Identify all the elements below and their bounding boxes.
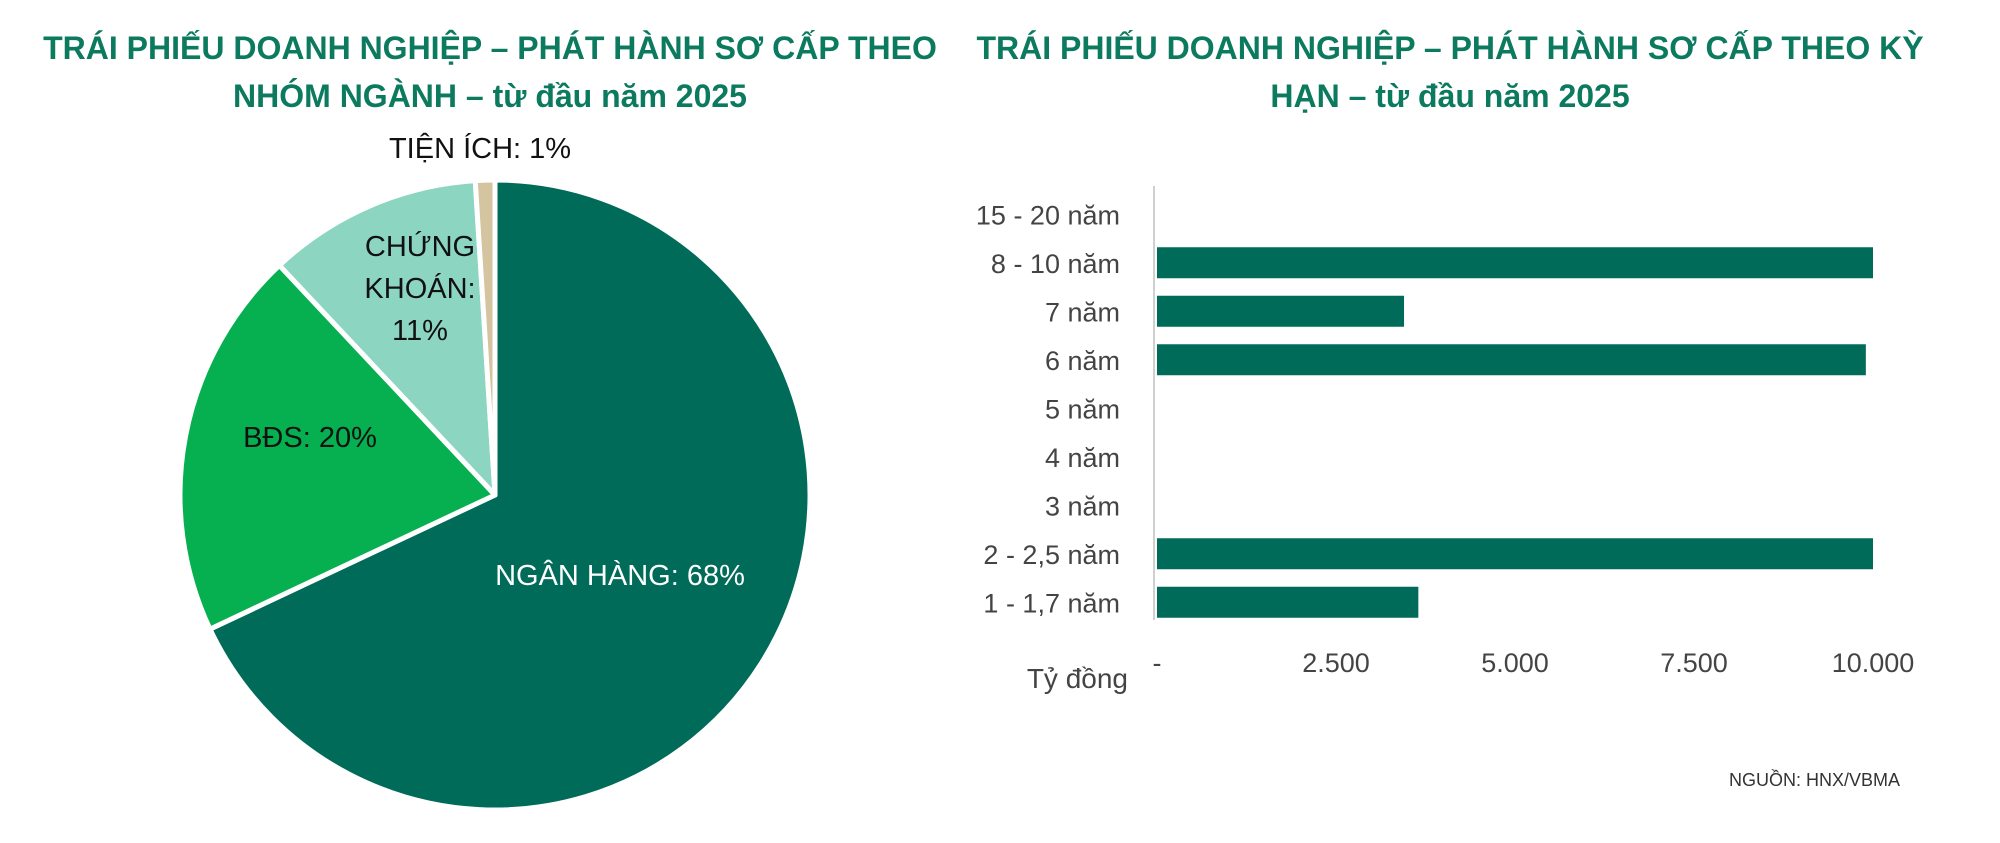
bar-6-n-m: [1157, 344, 1866, 376]
category-label-4-n-m: 4 năm: [1045, 443, 1120, 473]
x-axis-label: Tỷ đồng: [1027, 663, 1128, 694]
category-label-2-2-5-n-m: 2 - 2,5 năm: [983, 540, 1120, 570]
category-label-1-1-7-n-m: 1 - 1,7 năm: [983, 588, 1120, 618]
pie-chart-title: TRÁI PHIẾU DOANH NGHIỆP – PHÁT HÀNH SƠ C…: [43, 30, 937, 114]
pie-slice-ti-n-ch: [472, 177, 498, 498]
category-label-6-n-m: 6 năm: [1045, 346, 1120, 376]
pie-label-ng-n-h-ng: NGÂN HÀNG: 68%: [495, 559, 745, 592]
source-note: NGUỒN: HNX/VBMA: [1728, 770, 1900, 790]
bar-1-1-7-n-m: [1157, 586, 1419, 618]
bar-chart-title: TRÁI PHIẾU DOANH NGHIỆP – PHÁT HÀNH SƠ C…: [976, 30, 1924, 114]
bar-2-2-5-n-m: [1157, 538, 1873, 570]
x-tick-label: 5.000: [1481, 648, 1549, 678]
x-tick-label: 10.000: [1832, 648, 1915, 678]
x-tick-label: 2.500: [1302, 648, 1370, 678]
pie-label-ti-n-ch: TIỆN ÍCH: 1%: [389, 132, 571, 165]
bar-8-10-n-m: [1157, 247, 1873, 279]
category-label-5-n-m: 5 năm: [1045, 394, 1120, 424]
x-tick-label: -: [1153, 648, 1162, 678]
pie-slice-ch-ng-kho-n: [276, 178, 498, 498]
pie-label-ch-ng-kho-n: CHỨNG KHOÁN: 11%: [364, 230, 475, 347]
pie-slice-ng-n-h-ng: [207, 177, 813, 813]
bar-7-n-m: [1157, 295, 1405, 327]
pie-label-b-s: BĐS: 20%: [243, 422, 377, 454]
category-label-3-n-m: 3 năm: [1045, 491, 1120, 521]
category-label-7-n-m: 7 năm: [1045, 297, 1120, 327]
pie-slice-b-s: [177, 262, 498, 632]
category-label-15-20-n-m: 15 - 20 năm: [976, 200, 1120, 230]
x-tick-label: 7.500: [1660, 648, 1728, 678]
category-label-8-10-n-m: 8 - 10 năm: [991, 249, 1120, 279]
